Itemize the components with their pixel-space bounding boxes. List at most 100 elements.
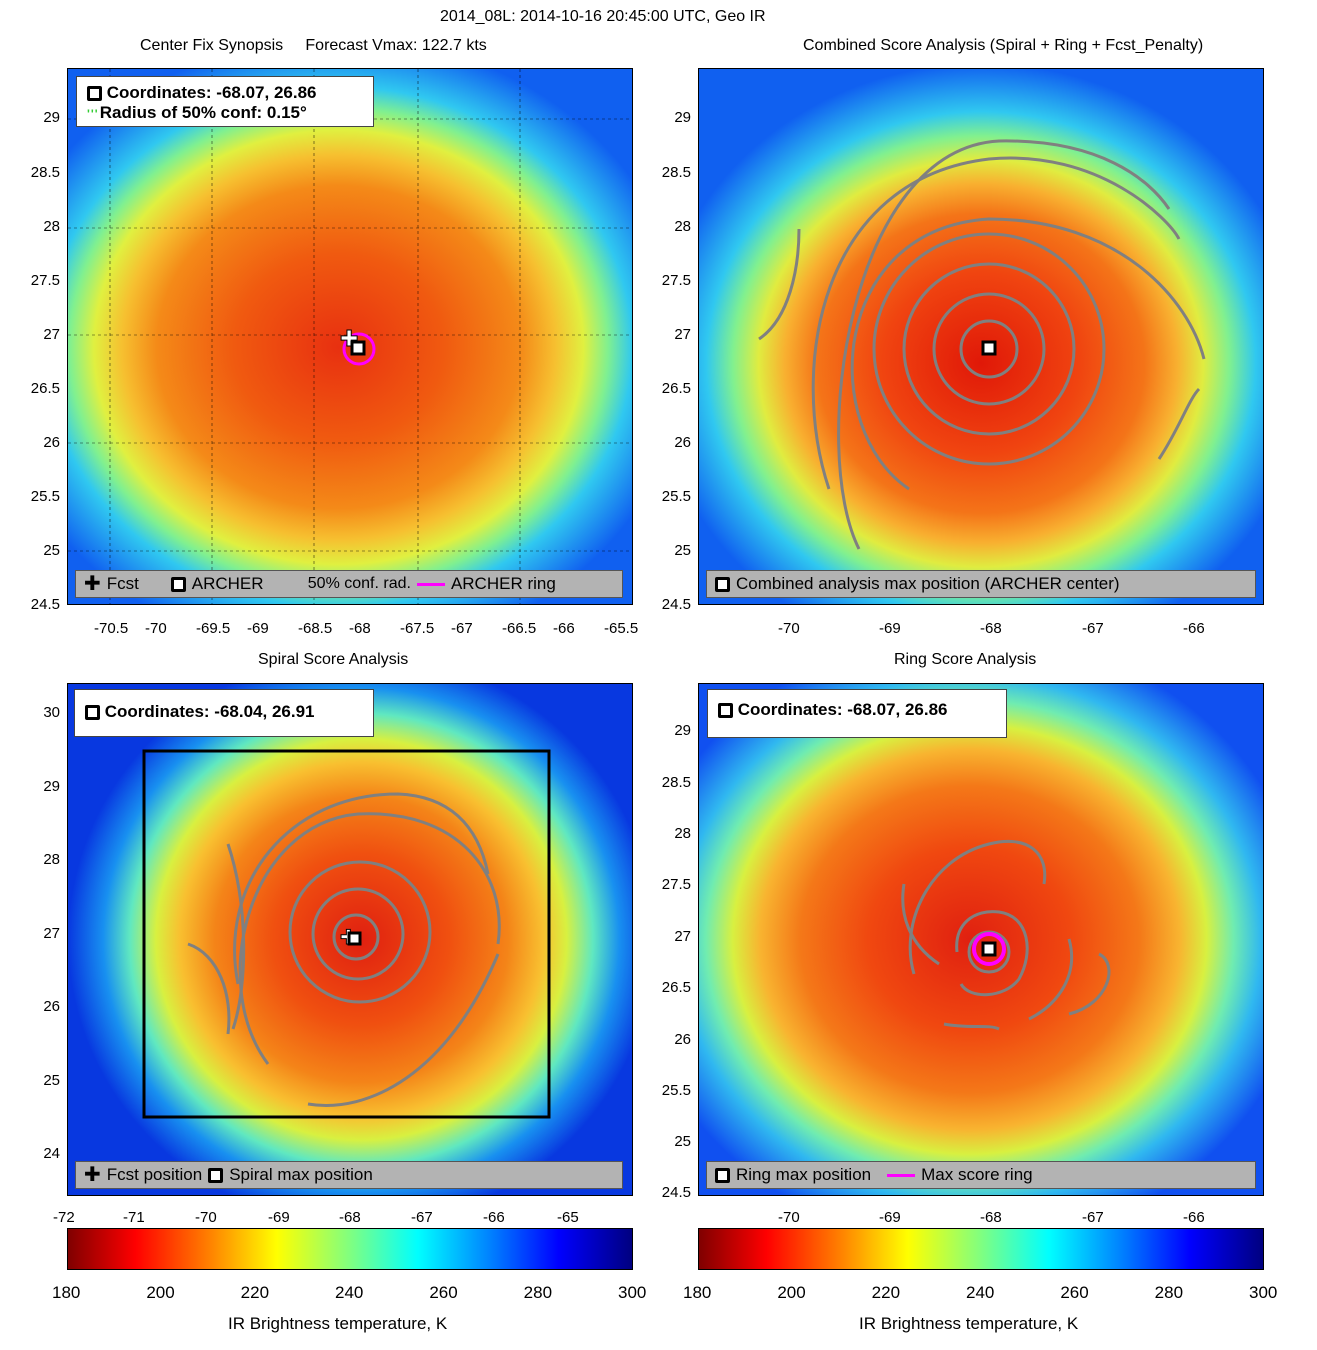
legend-archer: ARCHER (191, 574, 264, 593)
synopsis-y-tick: 27.5 (30, 272, 60, 289)
synopsis-title: Center Fix Synopsis Forecast Vmax: 122.7… (140, 37, 487, 54)
spiral-max-marker (347, 931, 362, 946)
ring-y-tick: 28 (674, 825, 691, 842)
spiral-legend: ✚ Fcst position Spiral max position (75, 1161, 623, 1189)
combined-x-tick: -66 (1183, 620, 1205, 637)
ring-x-tick: -70 (778, 1209, 800, 1226)
colorbar-left (67, 1228, 633, 1270)
synopsis-y-tick: 28 (43, 218, 60, 235)
synopsis-y-tick: 26 (43, 434, 60, 451)
archer-center-marker (350, 340, 366, 356)
ring-y-tick: 27.5 (661, 876, 691, 893)
conf-tick-icon: ''' (87, 107, 99, 121)
synopsis-x-tick: -70.5 (94, 620, 129, 637)
ring-x-tick: -66 (1183, 1209, 1205, 1226)
ring-legend-icon (416, 582, 445, 586)
combined-title: Combined Score Analysis (Spiral + Ring +… (803, 37, 1204, 54)
legend-spiral-max: Spiral max position (229, 1165, 373, 1184)
ring-legend: Ring max position Max score ring (706, 1161, 1256, 1189)
combined-legend: Combined analysis max position (ARCHER c… (706, 570, 1256, 598)
ring-y-tick: 26.5 (661, 979, 691, 996)
synopsis-x-tick: -67.5 (400, 620, 435, 637)
ring-x-tick: -68 (980, 1209, 1002, 1226)
spiral-y-tick: 28 (43, 851, 60, 868)
spiral-y-tick: 29 (43, 778, 60, 795)
combined-contours (758, 139, 1206, 550)
spiral-y-tick: 30 (43, 704, 60, 721)
ring-y-tick: 29 (674, 722, 691, 739)
fcst-legend-icon: ✚ (84, 573, 101, 595)
ring-max-score-ring (972, 932, 1006, 966)
synopsis-x-tick: -66 (553, 620, 575, 637)
synopsis-x-tick: -68.5 (298, 620, 333, 637)
synopsis-infobox: Coordinates: -68.07, 26.86 ''' Radius of… (76, 76, 374, 127)
colorbar-tick: 240 (335, 1283, 364, 1302)
ring-y-tick: 28.5 (661, 774, 691, 791)
ring-title: Ring Score Analysis (894, 651, 1037, 668)
synopsis-x-tick: -67 (451, 620, 473, 637)
combined-y-tick: 27 (674, 326, 691, 343)
synopsis-y-tick: 26.5 (30, 380, 60, 397)
spiral-coordinates: Coordinates: -68.04, 26.91 (104, 702, 315, 721)
colorbar-right-label: IR Brightness temperature, K (859, 1314, 1079, 1333)
spiral-y-tick: 24 (43, 1145, 60, 1162)
synopsis-y-tick: 29 (43, 109, 60, 126)
synopsis-legend: ✚ Fcst ARCHER 50% conf. rad. ARCHER ring (75, 570, 623, 598)
archer-ring (342, 332, 376, 366)
synopsis-x-tick: -70 (145, 620, 167, 637)
synopsis-y-tick: 24.5 (30, 596, 60, 613)
colorbar-tick: 200 (777, 1283, 806, 1302)
spiral-x-tick: -71 (123, 1209, 145, 1226)
legend-ring: ARCHER ring (450, 574, 556, 593)
synopsis-y-tick: 27 (43, 326, 60, 343)
ring-y-tick: 26 (674, 1031, 691, 1048)
combined-y-tick: 28.5 (661, 164, 691, 181)
colorbar-tick: 280 (523, 1283, 553, 1302)
ring-x-tick: -69 (879, 1209, 901, 1226)
synopsis-y-tick: 28.5 (30, 164, 60, 181)
spiral-x-tick: -66 (483, 1209, 505, 1226)
synopsis-plot: ✚ (67, 68, 633, 605)
ring-x-tick: -67 (1082, 1209, 1104, 1226)
ring-y-tick: 25.5 (661, 1082, 691, 1099)
synopsis-x-tick: -65.5 (604, 620, 639, 637)
spiral-infobox: Coordinates: -68.04, 26.91 (74, 689, 374, 737)
spiral-search-box (142, 749, 551, 1119)
legend-ring-max: Ring max position (736, 1165, 872, 1184)
spiral-contours: ✚ (142, 749, 551, 1119)
colorbar-tick: 280 (1154, 1283, 1184, 1302)
ring-y-tick: 25 (674, 1133, 691, 1150)
spiral-max-legend-icon (208, 1167, 224, 1183)
colorbar-tick: 300 (1249, 1283, 1278, 1302)
spiral-x-tick: -72 (53, 1209, 75, 1226)
combined-y-tick: 26.5 (661, 380, 691, 397)
colorbar-tick: 300 (618, 1283, 647, 1302)
legend-fcst: Fcst (106, 574, 139, 593)
legend-conf: 50% conf. rad. (307, 575, 411, 592)
combined-x-tick: -70 (778, 620, 800, 637)
synopsis-x-tick: -69 (247, 620, 269, 637)
ring-contours (901, 839, 1111, 1031)
legend-max-score-ring: Max score ring (921, 1165, 1033, 1184)
synopsis-y-tick: 25.5 (30, 488, 60, 505)
combined-y-tick: 26 (674, 434, 691, 451)
colorbar-tick: 260 (429, 1283, 458, 1302)
combined-x-tick: -67 (1082, 620, 1104, 637)
combined-y-tick: 25.5 (661, 488, 691, 505)
synopsis-x-tick: -66.5 (502, 620, 537, 637)
ring-y-tick: 27 (674, 928, 691, 945)
archer-legend-icon (170, 576, 186, 592)
spiral-x-tick: -69 (268, 1209, 290, 1226)
ring-score-legend-icon (887, 1173, 916, 1177)
ring-square-icon (718, 703, 733, 719)
combined-y-tick: 25 (674, 542, 691, 559)
archer-square-icon (87, 86, 102, 102)
combined-x-tick: -69 (879, 620, 901, 637)
spiral-title: Spiral Score Analysis (258, 651, 409, 668)
main-title: 2014_08L: 2014-10-16 20:45:00 UTC, Geo I… (440, 8, 766, 25)
combined-y-tick: 27.5 (661, 272, 691, 289)
combined-y-tick: 28 (674, 218, 691, 235)
spiral-square-icon (85, 705, 100, 721)
combined-y-tick: 29 (674, 109, 691, 126)
ring-plot (698, 683, 1264, 1196)
